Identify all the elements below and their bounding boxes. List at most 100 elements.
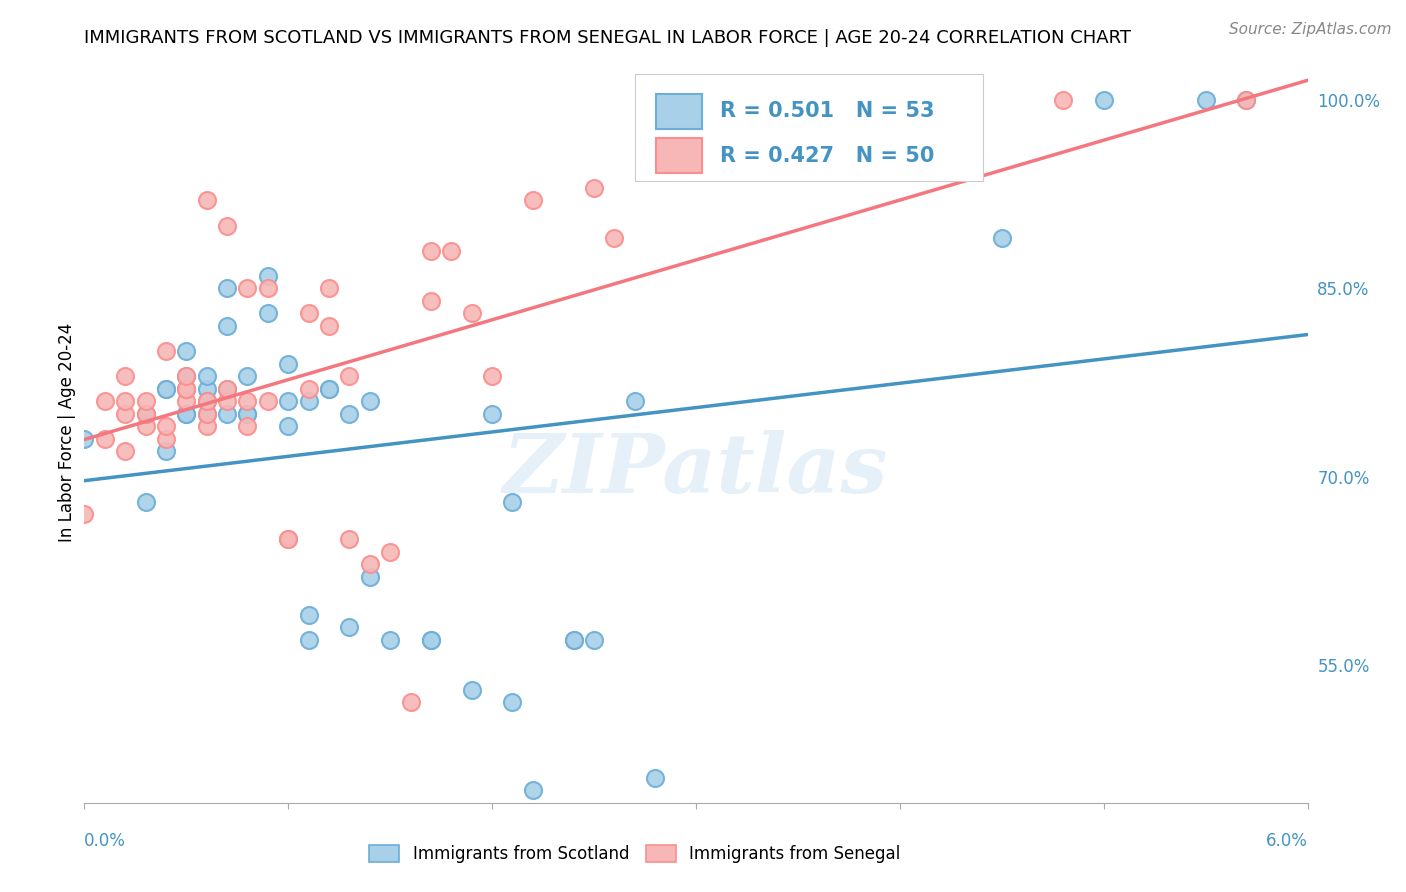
- Text: 6.0%: 6.0%: [1265, 832, 1308, 850]
- Point: [991, 231, 1014, 245]
- Point: [217, 382, 239, 396]
- Point: [217, 394, 239, 409]
- Point: [236, 407, 259, 421]
- Point: [217, 281, 239, 295]
- Point: [420, 632, 443, 647]
- Point: [481, 369, 503, 384]
- Point: [502, 695, 524, 709]
- Text: R = 0.501   N = 53: R = 0.501 N = 53: [720, 102, 935, 121]
- Point: [257, 281, 280, 295]
- Text: 0.0%: 0.0%: [84, 832, 127, 850]
- Point: [195, 407, 218, 421]
- Point: [114, 444, 136, 458]
- Point: [359, 570, 381, 584]
- Text: Source: ZipAtlas.com: Source: ZipAtlas.com: [1229, 22, 1392, 37]
- Point: [176, 407, 198, 421]
- Point: [195, 194, 218, 208]
- FancyBboxPatch shape: [655, 138, 702, 173]
- Point: [1052, 93, 1074, 107]
- Point: [176, 369, 198, 384]
- Legend: Immigrants from Scotland, Immigrants from Senegal: Immigrants from Scotland, Immigrants fro…: [363, 838, 907, 870]
- Point: [114, 394, 136, 409]
- Point: [93, 432, 117, 446]
- Point: [522, 194, 544, 208]
- Point: [176, 382, 198, 396]
- Point: [195, 382, 218, 396]
- Point: [93, 394, 117, 409]
- Point: [155, 382, 177, 396]
- Point: [195, 394, 218, 409]
- Point: [298, 306, 321, 320]
- Point: [114, 369, 136, 384]
- Point: [1092, 93, 1115, 107]
- Point: [236, 369, 259, 384]
- Point: [359, 394, 381, 409]
- Point: [176, 344, 198, 359]
- Point: [217, 407, 239, 421]
- Point: [257, 394, 280, 409]
- Y-axis label: In Labor Force | Age 20-24: In Labor Force | Age 20-24: [58, 323, 76, 542]
- Point: [114, 407, 136, 421]
- Point: [195, 369, 218, 384]
- Point: [155, 382, 177, 396]
- Point: [176, 369, 198, 384]
- Point: [440, 244, 463, 258]
- Point: [359, 558, 381, 572]
- Point: [217, 219, 239, 233]
- Point: [1236, 93, 1258, 107]
- FancyBboxPatch shape: [636, 73, 983, 181]
- Point: [562, 632, 585, 647]
- Point: [318, 382, 340, 396]
- Point: [176, 382, 198, 396]
- Point: [318, 382, 340, 396]
- Point: [176, 394, 198, 409]
- Point: [583, 181, 606, 195]
- Point: [236, 419, 259, 434]
- Point: [420, 293, 443, 308]
- Point: [298, 632, 321, 647]
- Point: [318, 281, 340, 295]
- Point: [217, 318, 239, 333]
- Point: [298, 382, 321, 396]
- Point: [155, 419, 177, 434]
- Point: [339, 533, 361, 547]
- Point: [380, 632, 402, 647]
- Point: [461, 682, 484, 697]
- Point: [217, 382, 239, 396]
- Point: [399, 695, 422, 709]
- Point: [339, 620, 361, 634]
- Point: [73, 507, 96, 521]
- Point: [298, 607, 321, 622]
- Text: ZIPatlas: ZIPatlas: [503, 430, 889, 509]
- Point: [176, 382, 198, 396]
- Point: [257, 268, 280, 283]
- Point: [155, 444, 177, 458]
- Point: [624, 394, 647, 409]
- FancyBboxPatch shape: [655, 94, 702, 129]
- Text: IMMIGRANTS FROM SCOTLAND VS IMMIGRANTS FROM SENEGAL IN LABOR FORCE | AGE 20-24 C: IMMIGRANTS FROM SCOTLAND VS IMMIGRANTS F…: [84, 29, 1132, 47]
- Point: [135, 407, 157, 421]
- Point: [1195, 93, 1218, 107]
- Point: [135, 419, 157, 434]
- Point: [318, 318, 340, 333]
- Point: [502, 494, 524, 508]
- Point: [603, 231, 626, 245]
- Point: [135, 407, 157, 421]
- Point: [277, 419, 299, 434]
- Point: [339, 369, 361, 384]
- Text: R = 0.427   N = 50: R = 0.427 N = 50: [720, 145, 935, 166]
- Point: [195, 419, 218, 434]
- Point: [277, 533, 299, 547]
- Point: [298, 394, 321, 409]
- Point: [236, 281, 259, 295]
- Point: [481, 407, 503, 421]
- Point: [257, 306, 280, 320]
- Point: [380, 545, 402, 559]
- Point: [420, 244, 443, 258]
- Point: [155, 344, 177, 359]
- Point: [644, 771, 666, 785]
- Point: [195, 394, 218, 409]
- Point: [461, 306, 484, 320]
- Point: [176, 407, 198, 421]
- Point: [135, 494, 157, 508]
